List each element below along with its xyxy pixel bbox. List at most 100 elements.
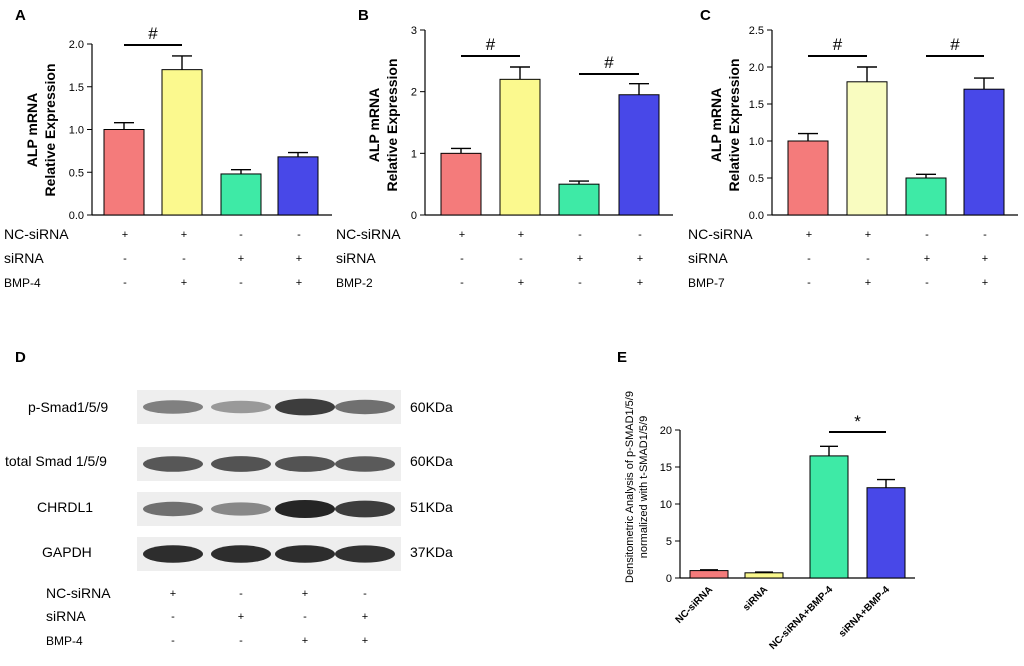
treatment-row-label: BMP-7 bbox=[688, 276, 725, 290]
y-tick-label: 2.0 bbox=[749, 62, 764, 74]
y-tick-label: 1.0 bbox=[749, 136, 764, 148]
y-axis-label: ALP mRNA bbox=[24, 93, 40, 167]
treatment-sign: + bbox=[170, 588, 176, 600]
treatment-sign: + bbox=[296, 277, 302, 289]
blot-row-label: p-Smad1/5/9 bbox=[28, 399, 108, 415]
y-tick-label: 2 bbox=[411, 87, 417, 99]
category-label: siRNA+BMP-4 bbox=[837, 584, 892, 639]
significance-marker: # bbox=[604, 53, 614, 72]
blot-band bbox=[275, 456, 335, 472]
treatment-sign: + bbox=[637, 277, 643, 289]
significance-marker: # bbox=[148, 24, 158, 43]
molecular-weight-label: 51KDa bbox=[410, 499, 453, 515]
blot-row-label: GAPDH bbox=[42, 544, 92, 560]
panel-b: B ALP mRNA Relative Expression 0 1 2 3 # # NC-siR… bbox=[336, 7, 673, 290]
treatment-sign: + bbox=[637, 253, 643, 265]
treatment-row-label: BMP-2 bbox=[336, 276, 373, 290]
treatment-sign: + bbox=[362, 611, 368, 623]
bar bbox=[787, 140, 829, 216]
significance-marker: # bbox=[833, 35, 843, 54]
blot-band bbox=[275, 500, 335, 518]
treatment-sign: - bbox=[460, 277, 464, 289]
bar bbox=[161, 69, 203, 216]
treatment-sign: + bbox=[577, 253, 583, 265]
significance-marker: * bbox=[854, 412, 861, 431]
treatment-sign: - bbox=[239, 277, 243, 289]
bar bbox=[963, 88, 1005, 216]
significance-marker: # bbox=[950, 35, 960, 54]
blot-band bbox=[335, 456, 395, 472]
y-axis-label: Relative Expression bbox=[42, 63, 58, 196]
treatment-sign: + bbox=[238, 253, 244, 265]
category-label: siRNA bbox=[741, 584, 770, 613]
panel-letter: B bbox=[358, 7, 369, 24]
bar bbox=[440, 152, 482, 216]
y-tick-label: 1 bbox=[411, 148, 417, 160]
treatment-sign: + bbox=[459, 229, 465, 241]
treatment-sign: - bbox=[578, 229, 582, 241]
treatment-sign: - bbox=[460, 253, 464, 265]
panel-letter: E bbox=[617, 349, 627, 366]
blot-band bbox=[275, 545, 335, 563]
treatment-sign: - bbox=[578, 277, 582, 289]
bar bbox=[103, 129, 145, 216]
molecular-weight-label: 60KDa bbox=[410, 453, 453, 469]
treatment-sign: - bbox=[363, 588, 367, 600]
category-label: NC-siRNA bbox=[674, 584, 716, 626]
bar bbox=[866, 487, 906, 579]
treatment-row-label: siRNA bbox=[336, 250, 376, 266]
treatment-sign: - bbox=[239, 635, 243, 647]
y-tick-label: 0.0 bbox=[69, 210, 84, 222]
bar bbox=[905, 177, 947, 216]
y-axis-label: Relative Expression bbox=[384, 58, 400, 191]
panel-e: E Densitometric Analysis of p-SMAD1/5/9 no… bbox=[617, 349, 915, 652]
treatment-row-label: siRNA bbox=[4, 250, 44, 266]
treatment-sign: + bbox=[518, 277, 524, 289]
blot-band bbox=[211, 502, 271, 516]
treatment-sign: - bbox=[519, 253, 523, 265]
treatment-sign: - bbox=[239, 229, 243, 241]
treatment-sign: - bbox=[123, 253, 127, 265]
treatment-sign: - bbox=[182, 253, 186, 265]
treatment-sign: - bbox=[297, 229, 301, 241]
blot-band bbox=[143, 400, 203, 414]
treatment-sign: - bbox=[638, 229, 642, 241]
blot-row-label: total Smad 1/5/9 bbox=[5, 453, 107, 469]
treatment-sign: - bbox=[123, 277, 127, 289]
treatment-sign: - bbox=[807, 277, 811, 289]
category-label: NC-siRNA+BMP-4 bbox=[767, 584, 835, 652]
treatment-sign: - bbox=[925, 277, 929, 289]
y-tick-label: 0.5 bbox=[749, 173, 764, 185]
blot-band bbox=[335, 500, 395, 518]
treatment-sign: + bbox=[238, 611, 244, 623]
panel-letter: D bbox=[15, 349, 26, 366]
blot-band bbox=[211, 400, 271, 414]
y-tick-label: 0.5 bbox=[69, 167, 84, 179]
treatment-sign: + bbox=[806, 229, 812, 241]
bar bbox=[558, 183, 600, 216]
treatment-row-label: siRNA bbox=[688, 250, 728, 266]
panel-d-western-blot: Dp-Smad1/5/9 60KDa total Smad 1/5/9 60KDa CH… bbox=[5, 349, 453, 648]
panel-a: A ALP mRNA Relative Expression 0.0 0.5 1.0 1.5… bbox=[4, 7, 332, 290]
treatment-sign: + bbox=[865, 229, 871, 241]
bar bbox=[846, 81, 888, 216]
treatment-sign: - bbox=[807, 253, 811, 265]
treatment-row-label: BMP-4 bbox=[46, 634, 83, 648]
y-tick-label: 15 bbox=[660, 462, 672, 474]
treatment-sign: - bbox=[303, 611, 307, 623]
blot-band bbox=[211, 545, 271, 563]
blot-band bbox=[211, 456, 271, 472]
treatment-sign: + bbox=[362, 635, 368, 647]
bar bbox=[220, 173, 262, 216]
treatment-row-label: siRNA bbox=[46, 608, 86, 624]
treatment-row-label: NC-siRNA bbox=[4, 226, 69, 242]
treatment-sign: - bbox=[239, 588, 243, 600]
y-tick-label: 0.0 bbox=[749, 210, 764, 222]
y-tick-label: 2.0 bbox=[69, 39, 84, 51]
treatment-row-label: NC-siRNA bbox=[336, 226, 401, 242]
y-axis-label: ALP mRNA bbox=[708, 88, 724, 162]
bar bbox=[809, 455, 849, 579]
y-tick-label: 1.5 bbox=[749, 99, 764, 111]
treatment-sign: - bbox=[866, 253, 870, 265]
